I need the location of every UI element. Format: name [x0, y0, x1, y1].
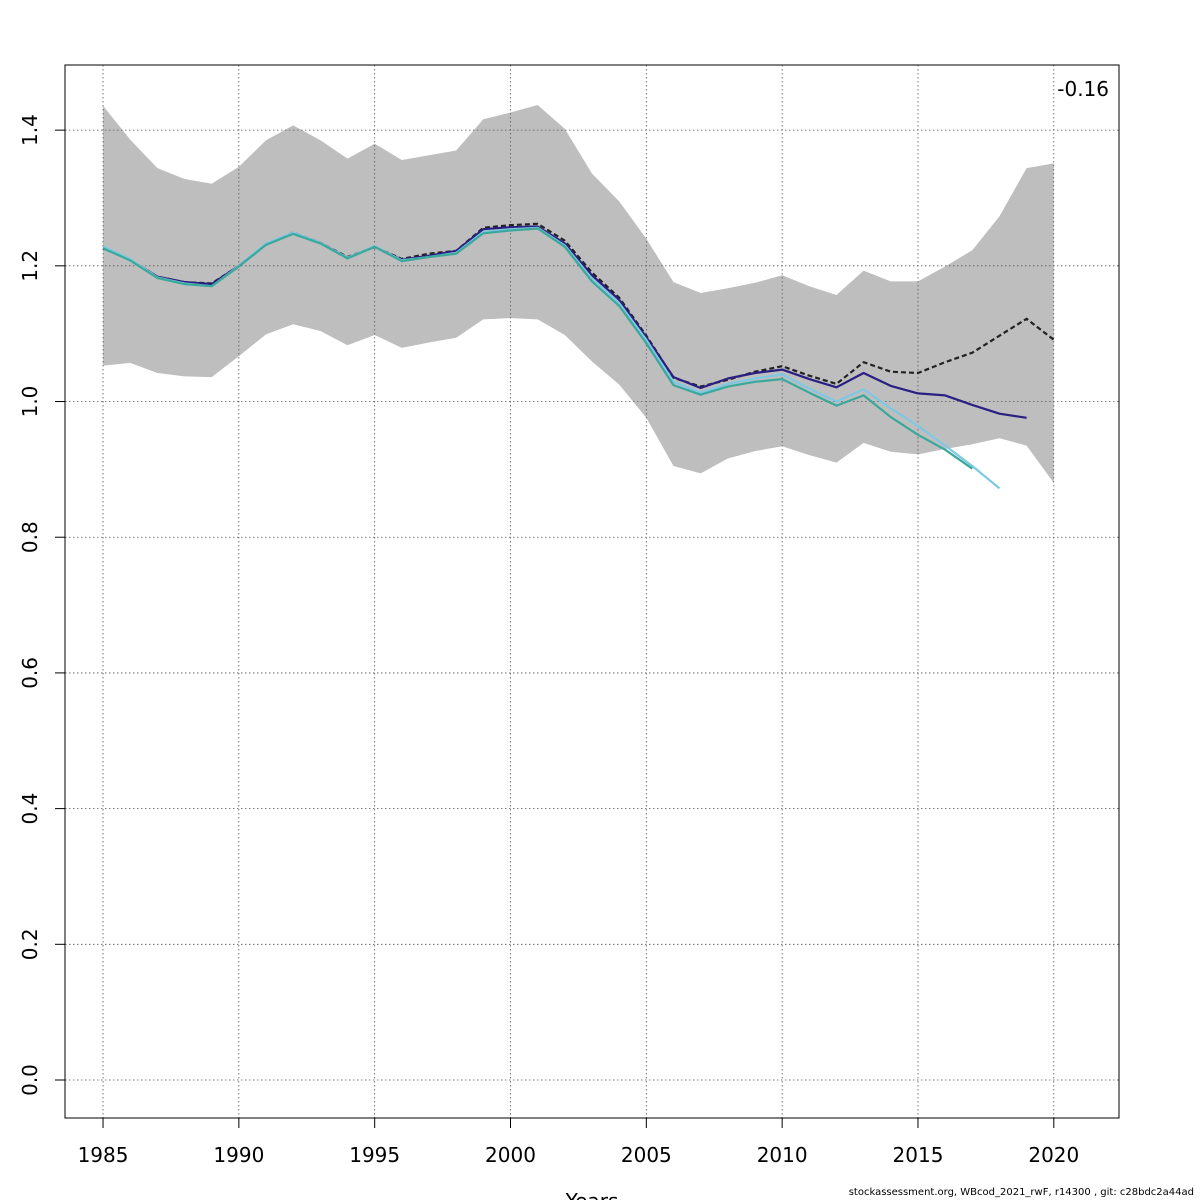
- y-tick-label: 0.8: [18, 521, 42, 553]
- y-tick-label: 0.4: [18, 793, 42, 825]
- y-tick-label: 0.0: [18, 1064, 42, 1096]
- y-tick-label: 1.4: [18, 114, 42, 146]
- y-axis: 0.0 0.2 0.4 0.6 0.8 1.0 1.2 1.4: [18, 114, 65, 1096]
- x-tick-label: 1990: [213, 1143, 264, 1167]
- x-tick-label: 2000: [485, 1143, 536, 1167]
- footer-credit: stockassessment.org, WBcod_2021_rwF, r14…: [848, 1187, 1194, 1198]
- confidence-band-layer: [103, 105, 1054, 483]
- series-line-4: [102, 227, 973, 470]
- y-tick-label: 1.2: [18, 250, 42, 282]
- x-tick-label: 1995: [349, 1143, 400, 1167]
- x-axis-title: Years: [565, 1189, 619, 1200]
- y-tick-label: 0.2: [18, 928, 42, 960]
- x-tick-label: 2010: [757, 1143, 808, 1167]
- plot-frame: [64, 64, 1120, 1119]
- grid-layer: [65, 65, 1119, 1118]
- x-axis: 1985 1990 1995 2000 2005 2010 2015 2020: [78, 1118, 1079, 1167]
- confidence-band: [103, 105, 1054, 483]
- x-tick-label: 2020: [1028, 1143, 1079, 1167]
- x-tick-label: 2005: [621, 1143, 672, 1167]
- y-tick-label: 1.0: [18, 386, 42, 418]
- x-tick-label: 2015: [893, 1143, 944, 1167]
- series-layer: [102, 222, 1055, 490]
- x-tick-label: 1985: [78, 1143, 129, 1167]
- annotation-value: -0.16: [1057, 77, 1109, 101]
- y-tick-label: 0.6: [18, 657, 42, 689]
